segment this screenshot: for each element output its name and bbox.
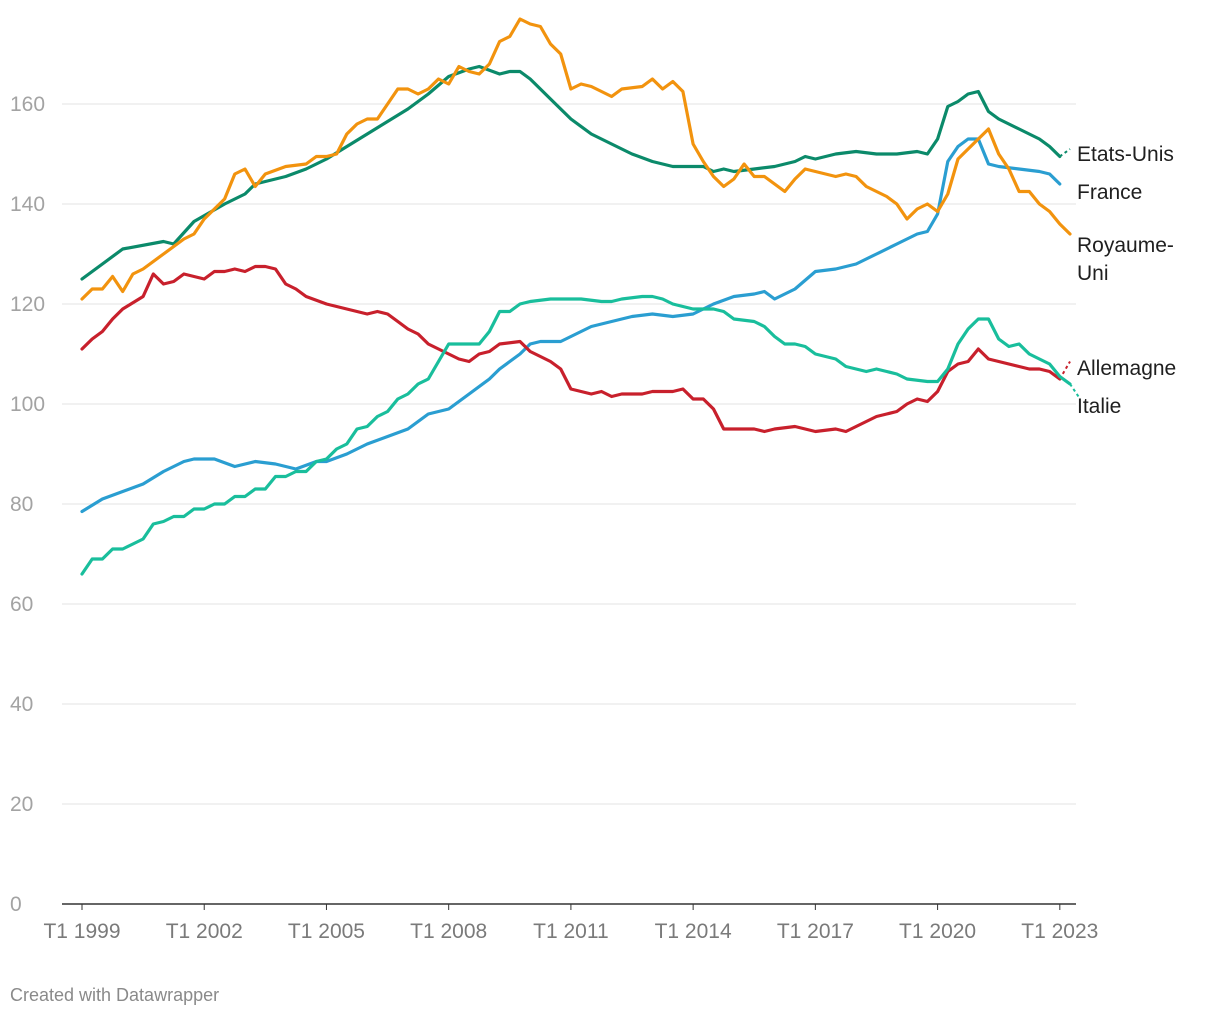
y-tick-label: 20 bbox=[10, 793, 33, 816]
series-label-etats-unis: Etats-Unis bbox=[1077, 143, 1174, 166]
y-tick-label: 80 bbox=[10, 493, 33, 516]
series-lines bbox=[80, 17, 1082, 576]
x-tick-label: T1 1999 bbox=[43, 920, 120, 943]
series-line-allemagne bbox=[80, 264, 1062, 434]
series-label-italie: Italie bbox=[1077, 395, 1121, 418]
series-line-france bbox=[80, 137, 1062, 514]
series-line-italie bbox=[80, 294, 1072, 576]
series-line-etats-unis bbox=[80, 64, 1062, 281]
series-label-france: France bbox=[1077, 181, 1142, 204]
x-tick-label: T1 2020 bbox=[899, 920, 976, 943]
series-labels: Etats-Unis France Royaume-Uni Allemagne Ital… bbox=[1077, 143, 1176, 418]
y-tick-label: 40 bbox=[10, 693, 33, 716]
y-tick-label: 120 bbox=[10, 293, 45, 316]
y-tick-label: 60 bbox=[10, 593, 33, 616]
credit-text: Created with Datawrapper bbox=[10, 985, 220, 1005]
series-line-royaume-uni bbox=[80, 17, 1072, 301]
x-tick-label: T1 2011 bbox=[533, 920, 609, 943]
x-tick-label: T1 2002 bbox=[166, 920, 243, 943]
series-label-allemagne: Allemagne bbox=[1077, 357, 1176, 380]
x-tick-label: T1 2008 bbox=[410, 920, 487, 943]
y-tick-label: 0 bbox=[10, 893, 22, 916]
y-tick-label: 160 bbox=[10, 93, 45, 116]
gridlines bbox=[62, 103, 1076, 905]
y-axis-tick-labels: 0 20 40 60 80 100 120 140 160 bbox=[10, 93, 45, 916]
series-label-royaume-uni: Royaume-Uni bbox=[1077, 234, 1174, 285]
series-projection-etats-unis bbox=[1059, 148, 1071, 158]
x-tick-label: T1 2014 bbox=[655, 920, 732, 943]
y-tick-label: 100 bbox=[10, 393, 45, 416]
y-tick-label: 140 bbox=[10, 193, 45, 216]
x-axis-tick-labels: T1 1999 T1 2002 T1 2005 T1 2008 T1 2011 T1 20… bbox=[43, 904, 1098, 943]
x-tick-label: T1 2005 bbox=[288, 920, 365, 943]
x-tick-label: T1 2023 bbox=[1021, 920, 1098, 943]
x-tick-label: T1 2017 bbox=[777, 920, 854, 943]
